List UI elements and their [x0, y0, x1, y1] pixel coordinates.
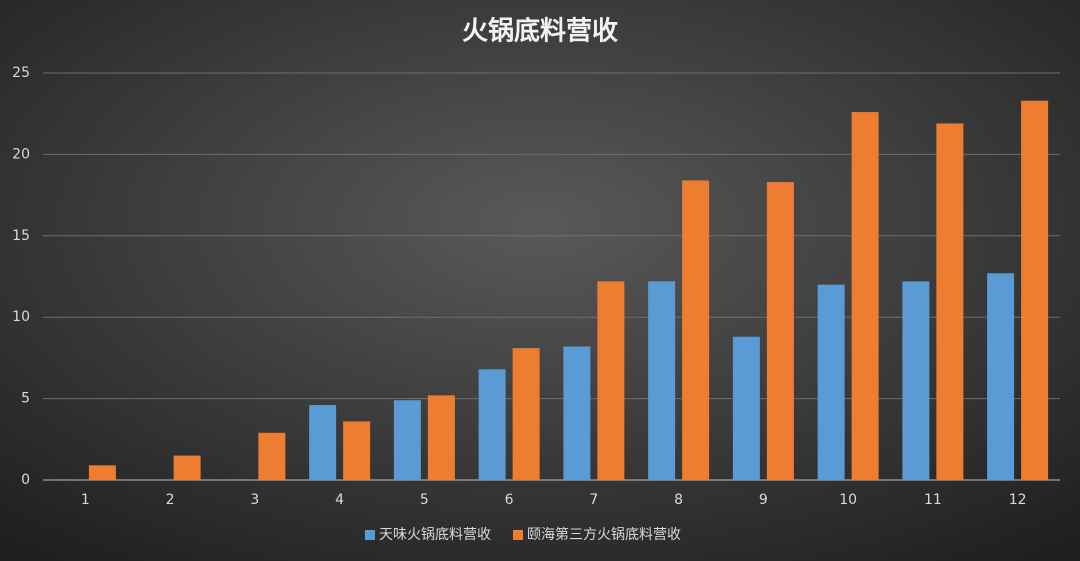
bar [1021, 100, 1049, 481]
x-tick-label: 2 [166, 492, 175, 508]
y-tick-label: 5 [21, 391, 30, 407]
bar [88, 465, 116, 480]
x-tick-label: 11 [924, 492, 942, 508]
bar [393, 400, 421, 480]
bar [732, 336, 760, 480]
x-tick-label: 4 [335, 492, 344, 508]
x-tick-label: 5 [420, 492, 429, 508]
bar [597, 281, 625, 480]
legend-label: 天味火锅底料营收 [379, 527, 491, 543]
y-tick-label: 15 [12, 228, 30, 244]
bar [902, 281, 930, 480]
bar [478, 369, 506, 480]
bar [766, 182, 794, 481]
bar [817, 284, 845, 480]
legend-swatch [365, 530, 375, 540]
bar [987, 273, 1015, 480]
bar [648, 281, 676, 480]
x-tick-label: 8 [674, 492, 683, 508]
y-tick-label: 20 [12, 146, 30, 162]
bar [343, 421, 371, 480]
bar [427, 395, 455, 480]
y-tick-label: 25 [12, 65, 30, 81]
bar [682, 180, 710, 480]
bar [936, 123, 964, 480]
x-tick-label: 9 [759, 492, 768, 508]
legend-swatch [513, 530, 523, 540]
bar [563, 346, 591, 480]
bar [258, 432, 286, 480]
bar [173, 455, 201, 480]
bar [512, 348, 540, 480]
chart-title: 火锅底料营收 [462, 16, 618, 47]
bar [309, 405, 337, 480]
x-tick-label: 7 [589, 492, 598, 508]
y-tick-label: 10 [12, 309, 30, 325]
y-tick-label: 0 [21, 472, 30, 488]
x-tick-label: 3 [250, 492, 259, 508]
x-tick-label: 1 [81, 492, 90, 508]
x-tick-label: 10 [839, 492, 857, 508]
x-tick-label: 12 [1009, 492, 1027, 508]
legend-label: 颐海第三方火锅底料营收 [527, 526, 681, 543]
bar [851, 112, 879, 481]
x-tick-label: 6 [505, 492, 514, 508]
